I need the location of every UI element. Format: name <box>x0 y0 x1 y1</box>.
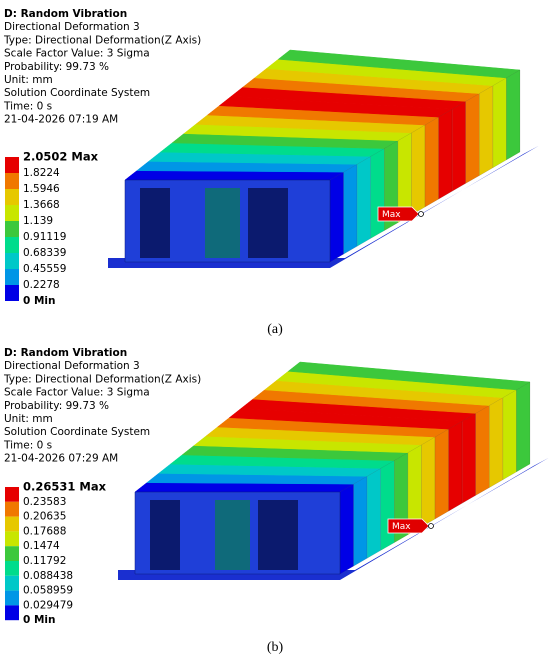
max-label: Max <box>382 210 401 220</box>
legend-label: 0.2278 <box>23 279 60 291</box>
contour-band <box>366 468 381 559</box>
legend-swatch <box>5 285 19 301</box>
result-info: Scale Factor Value: 3 Sigma <box>4 48 150 60</box>
end-panel <box>205 188 240 258</box>
contour-band <box>489 397 504 488</box>
legend-swatch <box>5 189 19 205</box>
legend-swatch <box>5 531 19 547</box>
contour-band <box>506 69 521 161</box>
legend-swatch <box>5 561 19 576</box>
legend-swatch <box>5 269 19 285</box>
result-title: D: Random Vibration <box>4 8 127 20</box>
result-info: Unit: mm <box>4 74 53 86</box>
legend-swatch <box>5 546 19 561</box>
contour-band <box>339 483 354 575</box>
result-info: Type: Directional Deformation(Z Axis) <box>3 34 201 46</box>
legend-label: 1.5946 <box>23 183 60 195</box>
contour-band <box>479 85 494 176</box>
result-info: Unit: mm <box>4 413 53 425</box>
result-info: 21-04-2026 07:19 AM <box>4 114 118 126</box>
legend-swatch <box>5 605 19 621</box>
legend-label: 0.029479 <box>23 599 73 611</box>
contour-band <box>343 164 358 255</box>
legend-swatch <box>5 253 19 269</box>
max-point <box>418 211 424 217</box>
contour-band <box>438 109 453 200</box>
legend-label: 0.058959 <box>23 585 73 597</box>
legend-label: 0.68339 <box>23 247 66 259</box>
legend-label: 1.3668 <box>23 199 60 211</box>
legend-label: 1.8224 <box>23 167 60 179</box>
contour-band <box>353 476 368 567</box>
legend-label: 0.1474 <box>23 540 60 552</box>
end-panel <box>150 500 180 570</box>
max-label: Max <box>392 522 411 532</box>
contour-band <box>502 389 517 480</box>
legend-swatch <box>5 157 19 173</box>
contour-band <box>448 421 463 512</box>
legend-label: 0 Min <box>23 295 55 307</box>
result-info: Probability: 99.73 % <box>4 400 109 412</box>
legend-swatch <box>5 575 19 591</box>
result-info: Type: Directional Deformation(Z Axis) <box>3 373 201 385</box>
caption: (b) <box>267 640 284 655</box>
legend-label: 0.23583 <box>23 496 66 508</box>
contour-band <box>421 436 436 528</box>
legend-label: 0.17688 <box>23 525 66 537</box>
legend-swatch <box>5 516 19 532</box>
contour-band <box>516 381 531 473</box>
result-info: Solution Coordinate System <box>4 426 150 438</box>
legend-label: 0.45559 <box>23 263 66 275</box>
caption: (a) <box>267 322 283 337</box>
legend-label: 0.26531 Max <box>23 480 107 494</box>
contour-band <box>434 428 449 520</box>
contour-band <box>461 413 476 504</box>
contour-band <box>451 101 466 192</box>
result-info: Time: 0 s <box>3 439 52 451</box>
legend-label: 0.11792 <box>23 555 66 567</box>
legend-swatch <box>5 501 19 517</box>
result-info: 21-04-2026 07:29 AM <box>4 453 118 465</box>
legend-label: 0.20635 <box>23 511 66 523</box>
contour-band <box>492 77 507 168</box>
contour-band <box>356 156 371 247</box>
legend-swatch <box>5 487 19 502</box>
contour-band <box>329 171 344 263</box>
legend-swatch <box>5 590 19 606</box>
result-title: D: Random Vibration <box>4 347 127 359</box>
legend-swatch <box>5 221 19 237</box>
legend-swatch <box>5 205 19 221</box>
legend-label: 0 Min <box>23 614 55 626</box>
result-info: Solution Coordinate System <box>4 87 150 99</box>
legend-label: 2.0502 Max <box>23 150 99 164</box>
contour-band <box>380 460 395 551</box>
legend-label: 0.91119 <box>23 231 66 243</box>
result-info: Scale Factor Value: 3 Sigma <box>4 387 150 399</box>
result-info: Directional Deformation 3 <box>4 21 140 33</box>
end-panel <box>140 188 170 258</box>
legend-label: 0.088438 <box>23 570 73 582</box>
end-panel <box>215 500 250 570</box>
contour-band <box>465 93 480 184</box>
legend-swatch <box>5 173 19 189</box>
legend-label: 1.139 <box>23 215 53 227</box>
max-point <box>428 523 434 529</box>
contour-band <box>475 405 490 496</box>
end-panel <box>248 188 288 258</box>
result-info: Probability: 99.73 % <box>4 61 109 73</box>
max-flag <box>377 206 420 222</box>
contour-band <box>424 116 439 208</box>
legend-swatch <box>5 237 19 253</box>
contour-band <box>370 148 385 239</box>
max-flag <box>387 518 430 534</box>
result-info: Time: 0 s <box>3 100 52 112</box>
end-panel <box>258 500 298 570</box>
contour-band <box>411 124 426 216</box>
result-info: Directional Deformation 3 <box>4 360 140 372</box>
